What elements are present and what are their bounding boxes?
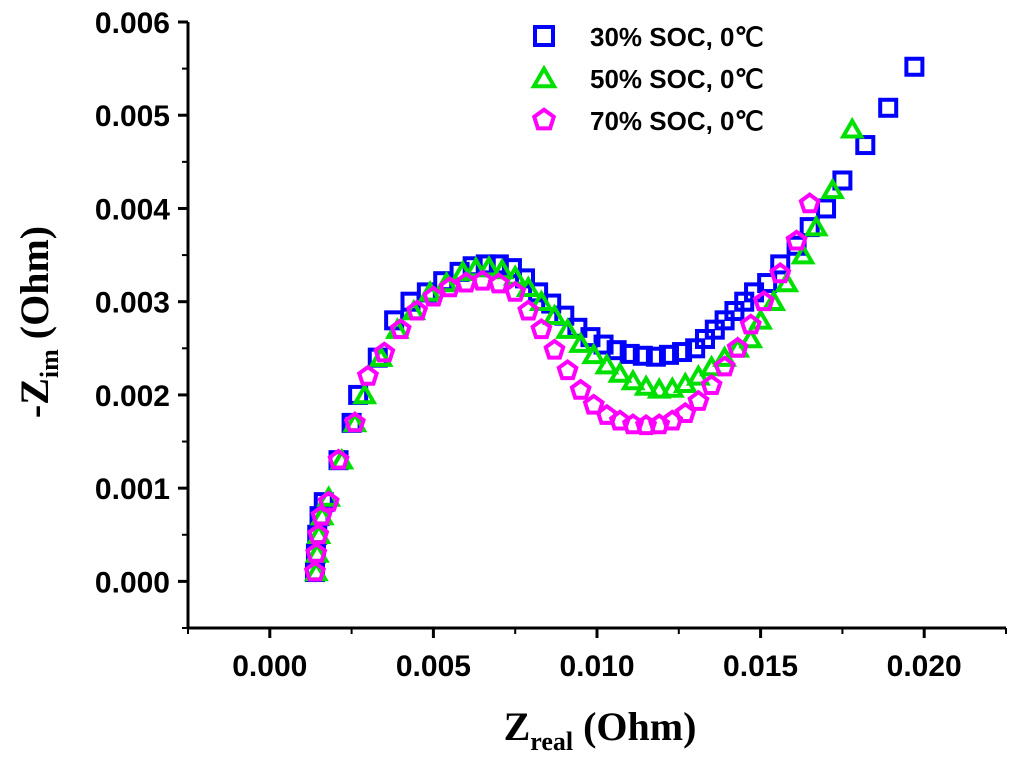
data-point — [422, 285, 445, 307]
data-point — [645, 346, 666, 367]
data-point — [633, 374, 659, 396]
y-tick-label: 0.006 — [95, 7, 170, 40]
data-point — [798, 192, 821, 214]
data-point — [752, 290, 775, 312]
data-point — [816, 198, 837, 219]
legend-marker-pentagon — [531, 107, 557, 131]
data-point — [739, 313, 762, 335]
data-point — [608, 409, 632, 431]
data-point — [648, 413, 671, 435]
data-point — [517, 299, 540, 321]
data-point — [528, 289, 554, 311]
data-point — [738, 326, 764, 349]
data-point — [307, 523, 330, 545]
data-point — [619, 343, 640, 364]
data-point — [343, 411, 366, 433]
legend-label: 70% SOC, 0℃ — [590, 106, 764, 136]
data-point — [646, 376, 672, 399]
y-tick-label: 0.005 — [95, 100, 170, 133]
data-point — [455, 271, 478, 293]
data-point — [373, 341, 396, 363]
data-point — [700, 373, 723, 395]
legend-label: 30% SOC, 0℃ — [590, 22, 764, 52]
x-tick-label: 0.010 — [559, 650, 634, 683]
x-axis-title: Zreal (Ohm) — [504, 704, 697, 756]
data-point — [785, 229, 808, 251]
data-point — [632, 345, 653, 366]
data-point — [593, 334, 614, 355]
data-point — [594, 352, 620, 375]
y-tick-label: 0.000 — [95, 566, 170, 599]
data-point — [595, 403, 618, 425]
data-point — [790, 242, 816, 265]
data-point — [820, 177, 846, 200]
legend: 30% SOC, 0℃ 50% SOC, 0℃ 70% SOC, 0℃ — [530, 22, 764, 136]
data-point — [556, 359, 579, 381]
x-axis-title-main: Z — [504, 704, 531, 749]
data-point — [310, 504, 333, 526]
data-point — [672, 342, 693, 363]
data-point — [303, 560, 327, 582]
y-axis-title-subscript: im — [35, 349, 64, 378]
data-point — [504, 280, 527, 302]
y-tick-label: 0.002 — [95, 380, 170, 413]
plot-axes: 0.000 0.005 0.010 0.015 0.020 0.000 0.001 0.002… — [95, 7, 1007, 683]
data-point — [543, 338, 566, 360]
x-tick-label: 0.005 — [396, 650, 471, 683]
data-point — [770, 254, 791, 275]
y-axis-title: -Zim (Ohm) — [12, 226, 64, 418]
y-axis-title-prefix: -Z — [12, 378, 57, 418]
data-point — [317, 490, 340, 512]
data-point — [530, 318, 553, 340]
data-point — [687, 389, 710, 411]
series-pentagon — [303, 192, 821, 582]
data-point — [620, 368, 646, 391]
y-tick-label: 0.001 — [95, 473, 170, 506]
data-point — [803, 214, 829, 237]
y-tick-label: 0.004 — [95, 193, 170, 226]
data-point — [569, 378, 592, 400]
data-point — [356, 364, 380, 386]
data-point — [878, 97, 899, 118]
x-axis-title-subscript: real — [530, 727, 573, 756]
data-point — [713, 355, 736, 377]
data-point — [327, 448, 350, 470]
data-point — [769, 262, 792, 284]
legend-marker-triangle — [530, 64, 558, 89]
data-point — [487, 272, 510, 294]
data-point — [606, 340, 627, 361]
data-point — [581, 342, 607, 365]
data-point — [607, 361, 633, 383]
data-point — [568, 331, 594, 353]
data-points — [303, 56, 925, 583]
x-axis-title-unit: (Ohm) — [573, 704, 696, 749]
y-axis-title-unit: (Ohm) — [12, 226, 57, 349]
data-point — [582, 393, 605, 415]
data-point — [832, 170, 853, 191]
data-point — [471, 269, 494, 291]
data-point — [352, 382, 378, 405]
data-point — [904, 56, 925, 77]
legend-label: 50% SOC, 0℃ — [590, 64, 764, 94]
x-tick-label: 0.015 — [723, 650, 798, 683]
data-point — [658, 344, 679, 365]
data-point — [389, 318, 412, 340]
data-point — [839, 116, 865, 139]
x-tick-label: 0.000 — [232, 650, 307, 683]
data-point — [405, 299, 429, 321]
legend-marker-square — [533, 25, 555, 47]
data-point — [855, 135, 876, 156]
data-point — [761, 289, 787, 311]
data-point — [305, 541, 328, 563]
y-tick-label: 0.003 — [95, 287, 170, 320]
x-tick-label: 0.020 — [887, 650, 962, 683]
data-point — [726, 336, 749, 358]
data-point — [542, 303, 567, 325]
data-point — [555, 317, 581, 339]
